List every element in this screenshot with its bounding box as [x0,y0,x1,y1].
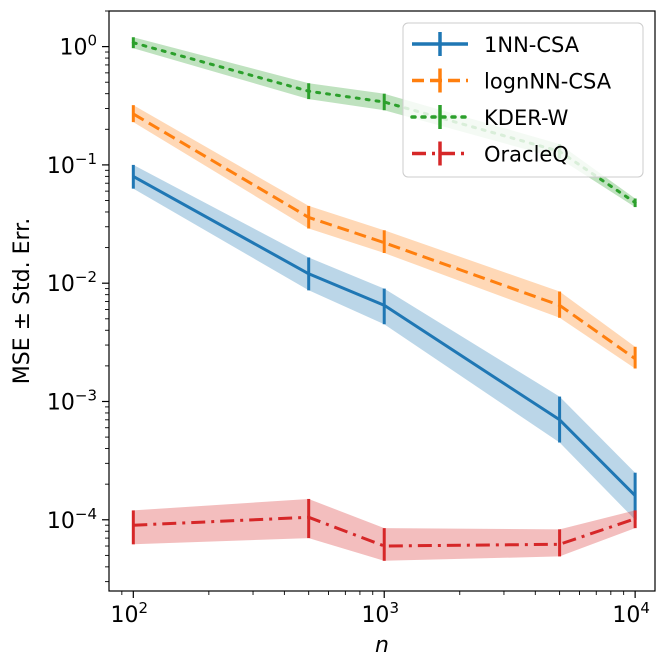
legend-label-lognnn-csa: lognNN-CSA [484,70,612,94]
y-tick-label: 10−2 [47,268,97,297]
legend-box [402,22,644,178]
y-tick-label: 100 [59,32,97,61]
x-tick-label: 103 [361,599,399,628]
line-lognnn-csa [132,112,636,360]
y-tick-label: 10−4 [47,505,97,534]
x-tick-label: 102 [111,599,149,628]
legend: 1NN-CSA lognNN-CSA KDER-W OracleQ [402,22,644,178]
x-axis-label: n [375,633,389,658]
y-tick-label: 10−1 [47,150,97,179]
band-1nn-csa [133,164,636,520]
plot-frame [108,10,656,592]
band-kder-w [133,37,636,208]
x-axis: 102 103 104 [111,591,650,628]
y-tick-label: 10−3 [47,386,97,415]
y-axis-label: MSE ± Std. Err. [10,218,35,384]
x-tick-label: 104 [612,599,650,628]
legend-label-oracleq: OracleQ [484,143,569,167]
line-oracleq [133,515,636,548]
legend-label-kder-w: KDER-W [484,106,569,130]
y-axis: 10−4 10−3 10−2 10−1 100 [47,10,109,583]
legend-label-1nn-csa: 1NN-CSA [484,33,580,57]
